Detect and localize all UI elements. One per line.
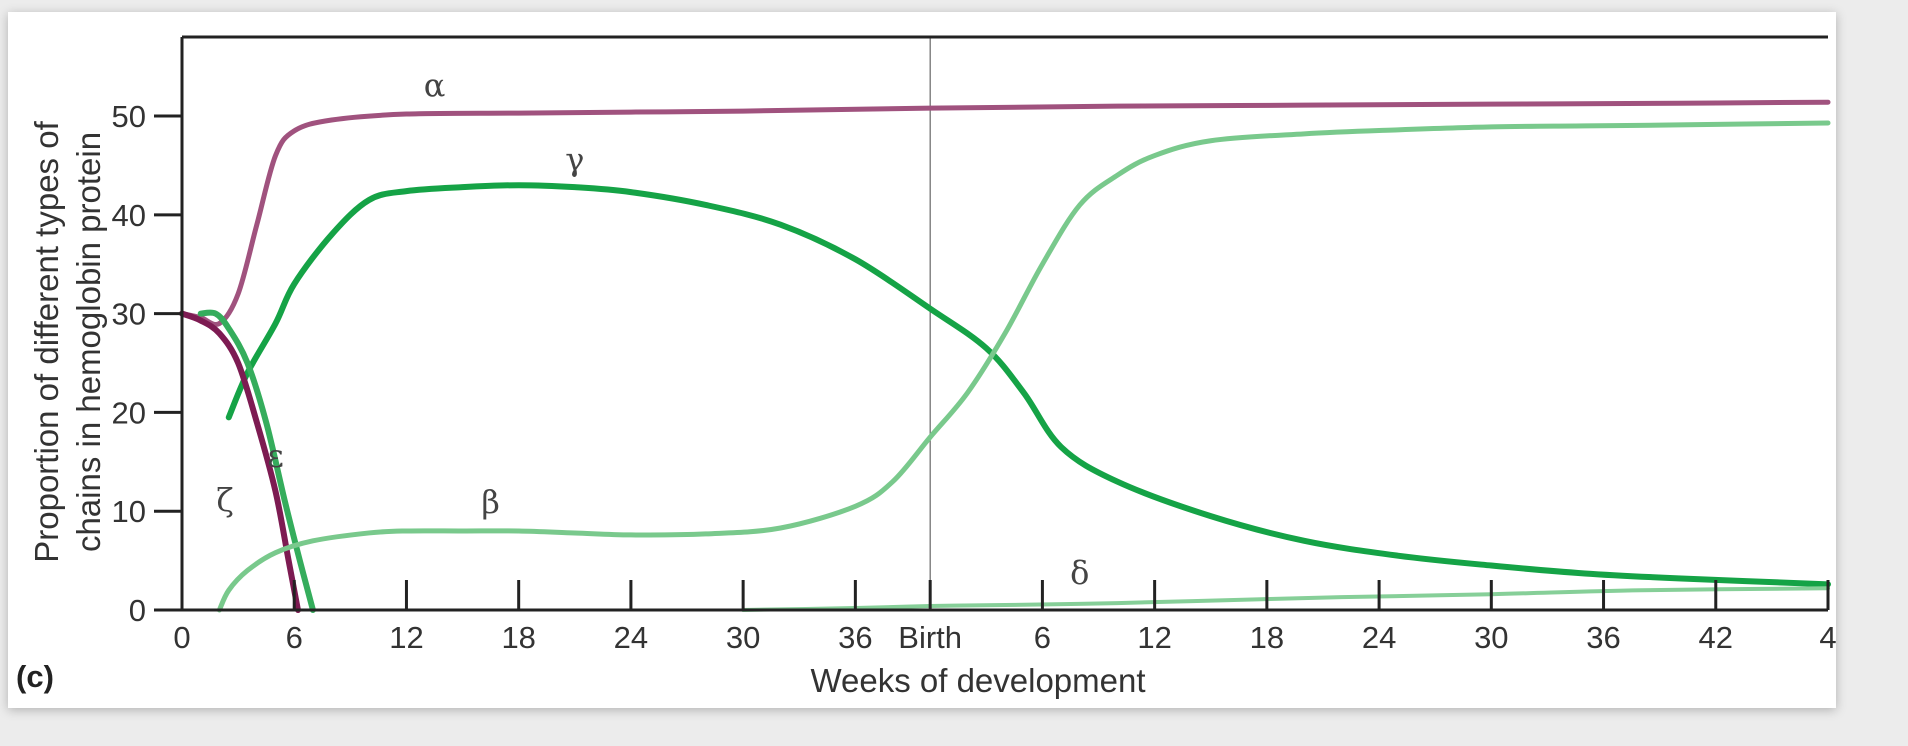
hemoglobin-chart: 0 10 20 30 40 50 0 6 12 18 24 30 36 Birth 6 12 18 24 30 36 4…	[16, 35, 1836, 699]
panel-label: (c)	[16, 659, 54, 694]
y-axis-title-line-1: Proportion of different types of	[28, 120, 65, 562]
x-tick-label: 6	[286, 620, 303, 655]
x-tick-label: 42	[1699, 620, 1733, 655]
series-label-zeta: ζ	[216, 481, 233, 519]
series-line-zeta	[179, 310, 301, 613]
y-tick-label: 10	[112, 494, 146, 529]
x-tick-label: 0	[173, 620, 190, 655]
x-tick-label: 36	[838, 620, 872, 655]
series-label-epsilon: ε	[267, 437, 284, 475]
x-tick-label: 4	[1819, 620, 1836, 655]
series-label-beta: β	[481, 483, 500, 521]
x-tick-label: Birth	[898, 620, 962, 655]
series-line-gamma	[225, 182, 1831, 588]
x-tick-label: 24	[1362, 620, 1396, 655]
series-line-delta	[741, 586, 1830, 612]
y-tick-label: 40	[112, 198, 146, 233]
series-line-alpha	[179, 99, 1831, 327]
series-label-gamma: γ	[565, 140, 584, 178]
x-tick-label: 12	[389, 620, 423, 655]
x-tick-label: 12	[1137, 620, 1171, 655]
series-label-alpha: α	[424, 66, 446, 104]
x-tick-label: 36	[1586, 620, 1620, 655]
y-tick-label: 30	[112, 297, 146, 332]
chart-card: 0 10 20 30 40 50 0 6 12 18 24 30 36 Birth 6 12 18 24 30 36 4…	[8, 12, 1836, 708]
y-tick-label: 0	[129, 593, 146, 628]
series-line-epsilon	[197, 309, 316, 613]
y-axis-title-line-2: chains in hemoglobin protein	[70, 132, 107, 552]
x-tick-label: 18	[501, 620, 535, 655]
series-label-delta: δ	[1070, 553, 1089, 591]
series-line-beta	[216, 120, 1831, 613]
x-tick-label: 24	[614, 620, 648, 655]
x-axis-title: Weeks of development	[810, 662, 1145, 699]
x-tick-label: 6	[1034, 620, 1051, 655]
x-tick-label: 18	[1250, 620, 1284, 655]
x-tick-label: 30	[1474, 620, 1508, 655]
x-tick-label: 30	[726, 620, 760, 655]
y-tick-label: 20	[112, 395, 146, 430]
y-tick-label: 50	[112, 99, 146, 134]
